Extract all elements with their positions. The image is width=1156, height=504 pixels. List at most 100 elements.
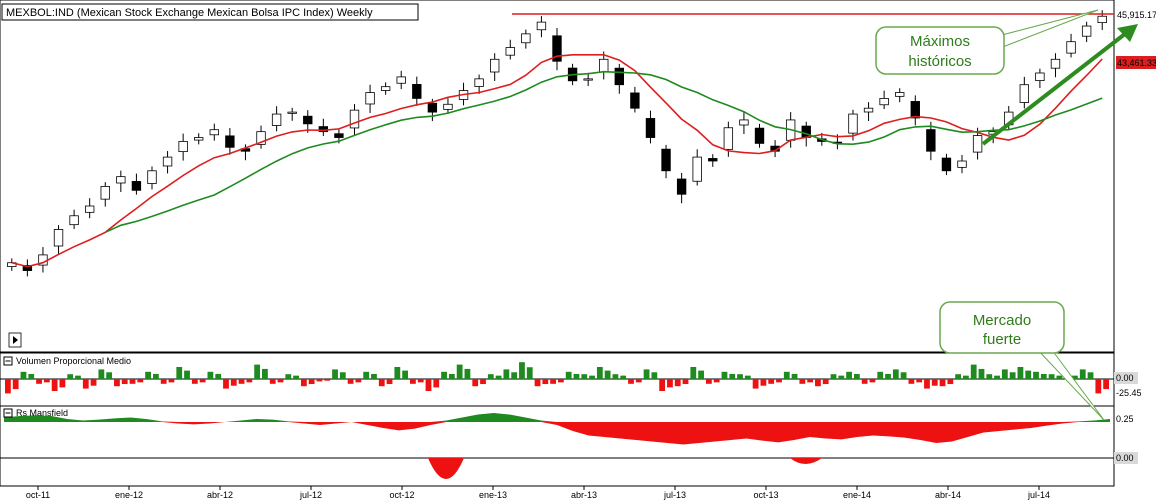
candle-body xyxy=(396,76,406,84)
volume-bar xyxy=(760,379,767,386)
rs-tag-high: 0.25 xyxy=(1116,414,1134,424)
volume-bar xyxy=(137,379,144,383)
price-tag-high: 45,915.17 xyxy=(1117,10,1156,20)
volume-bar xyxy=(970,364,977,379)
volume-bar xyxy=(635,379,642,383)
volume-bar xyxy=(1033,371,1039,379)
volume-bar xyxy=(791,373,798,379)
volume-bar xyxy=(1048,374,1055,379)
x-tick-label: oct-13 xyxy=(753,490,778,500)
volume-bar xyxy=(838,375,845,379)
moving-average-green xyxy=(104,70,1103,234)
volume-bar xyxy=(145,371,151,379)
volume-bar xyxy=(589,375,595,379)
volume-bar xyxy=(667,379,673,388)
candle-body xyxy=(972,135,983,153)
candle-body xyxy=(194,137,204,141)
candle-body xyxy=(1019,84,1030,103)
candle-body xyxy=(910,101,920,119)
volume-bar xyxy=(807,379,814,383)
volume-bar xyxy=(877,371,884,379)
volume-bar xyxy=(324,379,331,381)
candle-body xyxy=(957,160,967,168)
rs-panel-label: Rs Mansfield xyxy=(16,408,68,418)
candle-body xyxy=(1035,72,1045,82)
rs-tag-zero: 0.00 xyxy=(1116,453,1134,463)
volume-bar xyxy=(277,379,284,383)
volume-bar xyxy=(67,374,74,379)
volume-bar xyxy=(152,373,159,379)
candle-body xyxy=(941,157,952,172)
play-icon xyxy=(13,336,18,344)
callout-mercado-line1: Mercado xyxy=(973,312,1031,329)
volume-bar xyxy=(853,373,860,379)
volume-bar xyxy=(1056,375,1063,379)
candle-body xyxy=(69,215,79,226)
volume-bar xyxy=(1017,367,1024,379)
volume-bar xyxy=(36,379,42,384)
volume-bar xyxy=(651,372,658,379)
candle-body xyxy=(926,129,936,152)
x-tick-label: ene-14 xyxy=(843,490,871,500)
volume-bar xyxy=(316,379,323,382)
volume-bar xyxy=(596,367,603,379)
callout-maximos-line2: históricos xyxy=(908,53,971,70)
volume-bar xyxy=(565,371,572,379)
x-tick-label: jul-12 xyxy=(299,490,322,500)
rs-tag-zero-bg xyxy=(1114,452,1138,464)
price-tag-high-bg xyxy=(1116,8,1156,21)
candle-body xyxy=(7,262,17,267)
candle-body xyxy=(614,67,624,86)
x-tick-label: abr-12 xyxy=(207,490,233,500)
volume-bar xyxy=(737,374,743,379)
candle-body xyxy=(692,156,702,182)
candle-body xyxy=(583,78,593,81)
volume-bar xyxy=(402,370,409,379)
volume-bar xyxy=(744,375,751,379)
volume-bar xyxy=(1025,370,1032,379)
volume-bar xyxy=(768,379,775,384)
volume-bar xyxy=(931,379,938,386)
volume-bar xyxy=(199,379,206,383)
volume-bar xyxy=(433,379,440,388)
volume-bar xyxy=(386,379,393,385)
rs-negative-dip xyxy=(790,458,822,464)
volume-bar xyxy=(238,379,245,384)
volume-bar xyxy=(410,379,416,384)
volume-bar xyxy=(900,372,907,379)
chart-title: MEXBOL:IND (Mexican Stock Exchange Mexic… xyxy=(6,7,373,19)
candle-body xyxy=(645,118,656,138)
volume-bar xyxy=(90,379,97,386)
candle-body xyxy=(178,141,188,153)
volume-bar xyxy=(550,379,556,384)
candle-body xyxy=(271,113,282,126)
candle-body xyxy=(53,229,64,247)
volume-bar xyxy=(822,379,829,385)
candle-body xyxy=(162,156,173,167)
volume-bar xyxy=(480,379,486,385)
x-tick-label: jul-14 xyxy=(1027,490,1050,500)
volume-bar xyxy=(612,374,619,379)
candle-body xyxy=(427,102,438,113)
volume-bar xyxy=(659,379,666,391)
candle-body xyxy=(723,127,734,150)
volume-bar xyxy=(339,372,346,379)
volume-panel-label: Volumen Proporcional Medio xyxy=(16,356,131,366)
volume-bar xyxy=(994,375,1000,379)
volume-bar xyxy=(425,379,432,391)
candle-body xyxy=(1050,58,1061,69)
rs-negative-dip xyxy=(428,458,464,479)
candle-body xyxy=(490,58,500,73)
title-box xyxy=(1,3,419,21)
volume-bar xyxy=(355,379,362,383)
rs-negative-area xyxy=(4,422,1110,445)
volume-bar xyxy=(300,379,307,387)
candle-body xyxy=(536,21,547,31)
volume-bar xyxy=(207,371,214,379)
volume-bar xyxy=(215,373,222,379)
volume-bar xyxy=(963,375,969,379)
volume-bar xyxy=(729,373,736,379)
volume-bar xyxy=(534,379,541,387)
callout-maximos-box xyxy=(875,26,1005,75)
